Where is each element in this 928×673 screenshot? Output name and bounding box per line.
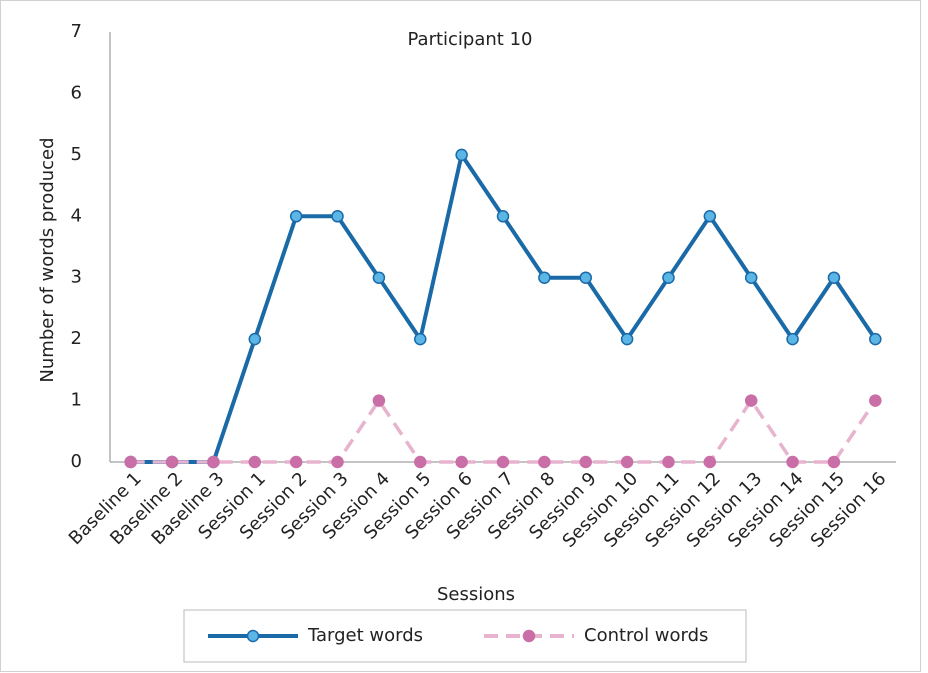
point	[455, 455, 468, 469]
legend-label: Target words	[307, 625, 423, 646]
point	[248, 332, 262, 346]
point	[165, 455, 179, 469]
point	[289, 210, 303, 223]
y-tick-label: 5	[71, 144, 82, 165]
y-tick-label: 4	[71, 205, 82, 226]
point	[289, 455, 303, 469]
legend-label: Control words	[584, 625, 708, 646]
point	[744, 271, 758, 284]
point	[703, 455, 717, 469]
chart-title: Participant 10	[408, 29, 533, 50]
point	[538, 271, 551, 284]
point	[538, 455, 551, 469]
point	[331, 210, 344, 223]
point	[869, 332, 882, 346]
y-tick-label: 3	[71, 267, 82, 288]
point	[414, 455, 427, 469]
legend-marker	[246, 629, 260, 643]
point	[372, 394, 386, 407]
y-tick-label: 7	[71, 21, 82, 42]
y-tick-label: 0	[71, 451, 82, 472]
point	[496, 455, 510, 469]
point	[248, 455, 262, 469]
point	[579, 271, 592, 284]
point	[786, 332, 799, 346]
point	[786, 455, 799, 469]
point	[496, 210, 510, 223]
point	[703, 210, 717, 223]
point	[124, 455, 137, 469]
x-axis-label: Sessions	[437, 584, 515, 605]
point	[207, 455, 220, 469]
point	[869, 394, 882, 407]
y-tick-label: 6	[71, 82, 82, 103]
point	[620, 455, 634, 469]
legend-marker	[522, 629, 536, 643]
point	[414, 332, 427, 346]
point	[331, 455, 344, 469]
y-tick-label: 1	[71, 390, 82, 411]
y-tick-label: 2	[71, 328, 82, 349]
point	[455, 148, 468, 162]
point	[579, 455, 592, 469]
point	[662, 271, 675, 284]
point	[372, 271, 386, 284]
y-axis-label: Number of words produced	[37, 137, 58, 382]
point	[744, 394, 758, 407]
point	[662, 455, 675, 469]
point	[620, 332, 634, 346]
point	[827, 455, 841, 469]
point	[827, 271, 841, 284]
